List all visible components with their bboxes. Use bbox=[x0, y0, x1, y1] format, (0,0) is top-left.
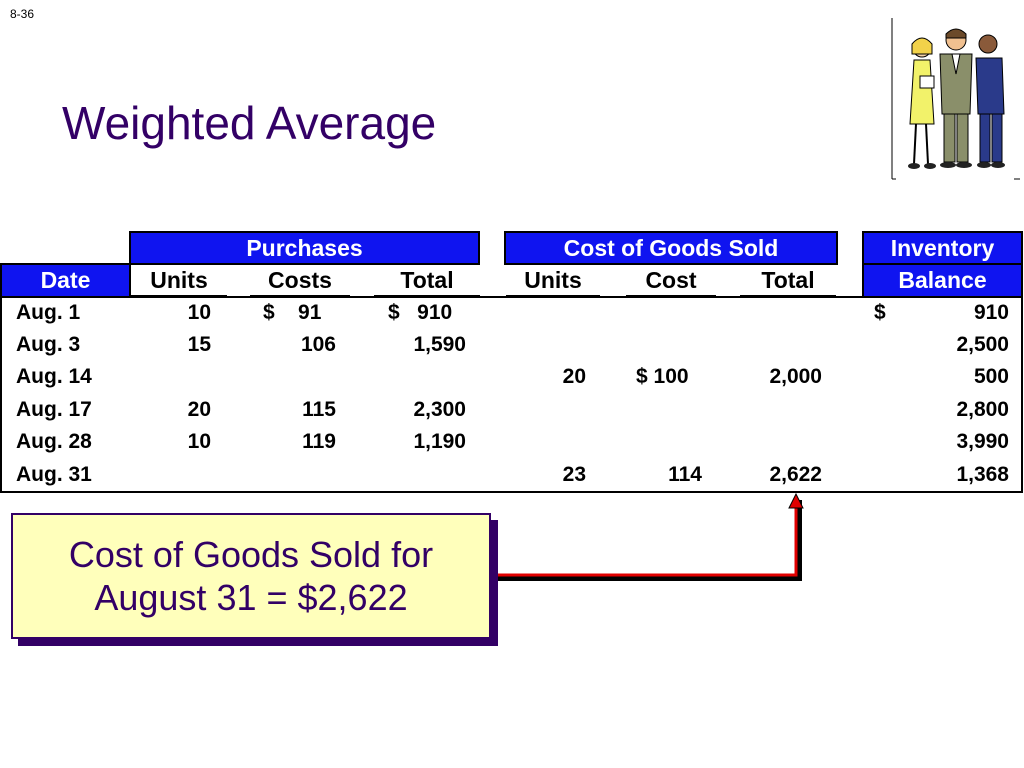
col-purchase-costs: Costs bbox=[268, 267, 332, 293]
row-balance: 2,500 bbox=[956, 333, 1009, 356]
row-purchase-costs: $ 91 bbox=[263, 301, 322, 324]
row-cogs-units: 20 bbox=[562, 365, 586, 388]
col-purchase-total: Total bbox=[400, 267, 454, 293]
row-cogs-units: 23 bbox=[562, 463, 586, 486]
row-date: Aug. 31 bbox=[16, 463, 92, 486]
col-cogs-cost: Cost bbox=[645, 267, 697, 293]
inventory-table: Purchases Cost of Goods Sold Inventory D… bbox=[0, 231, 1024, 493]
table-body bbox=[0, 296, 1023, 493]
row-balance: 910 bbox=[973, 301, 1009, 324]
row-balance: 1,368 bbox=[956, 463, 1009, 486]
row-purchase-costs: 106 bbox=[300, 333, 336, 356]
row-purchase-total: 1,190 bbox=[413, 430, 466, 453]
row-purchase-total: $ 910 bbox=[388, 301, 453, 324]
row-date: Aug. 1 bbox=[16, 301, 81, 324]
row-cogs-cost: $ 100 bbox=[636, 365, 689, 388]
cogs-header: Cost of Goods Sold bbox=[504, 231, 838, 265]
business-people-clipart-icon bbox=[891, 18, 1020, 180]
row-purchase-units: 10 bbox=[187, 301, 211, 324]
row-balance-sign: $ bbox=[874, 301, 886, 324]
row-balance: 500 bbox=[973, 365, 1009, 388]
row-cogs-cost: 114 bbox=[668, 463, 702, 486]
row-purchase-costs: 115 bbox=[302, 398, 336, 421]
row-purchase-units: 20 bbox=[187, 398, 211, 421]
row-date: Aug. 28 bbox=[16, 430, 92, 453]
col-purchase-units: Units bbox=[150, 267, 208, 293]
row-purchase-units: 15 bbox=[187, 333, 211, 356]
row-balance: 3,990 bbox=[956, 430, 1009, 453]
callout-line1: Cost of Goods Sold for bbox=[68, 533, 434, 575]
row-cogs-total: 2,622 bbox=[769, 463, 822, 486]
col-cogs-total: Total bbox=[761, 267, 815, 293]
slide-number: 8-36 bbox=[10, 7, 35, 21]
row-date: Aug. 14 bbox=[16, 365, 92, 388]
balance-header: Balance bbox=[862, 263, 1023, 298]
date-header: Date bbox=[0, 263, 131, 298]
row-balance: 2,800 bbox=[956, 398, 1009, 421]
inventory-header: Inventory bbox=[862, 231, 1023, 265]
cogs-callout: Cost of Goods Sold for August 31 = $2,62… bbox=[11, 513, 491, 639]
purchases-header: Purchases bbox=[129, 231, 480, 265]
row-purchase-total: 2,300 bbox=[413, 398, 466, 421]
row-date: Aug. 17 bbox=[16, 398, 92, 421]
row-date: Aug. 3 bbox=[16, 333, 81, 356]
col-cogs-units: Units bbox=[524, 267, 582, 293]
row-purchase-units: 10 bbox=[187, 430, 211, 453]
callout-line2: August 31 = $2,622 bbox=[94, 577, 408, 618]
row-purchase-total: 1,590 bbox=[413, 333, 466, 356]
row-purchase-costs: 119 bbox=[302, 430, 336, 453]
row-cogs-total: 2,000 bbox=[769, 365, 822, 388]
slide-title: Weighted Average bbox=[62, 97, 437, 149]
